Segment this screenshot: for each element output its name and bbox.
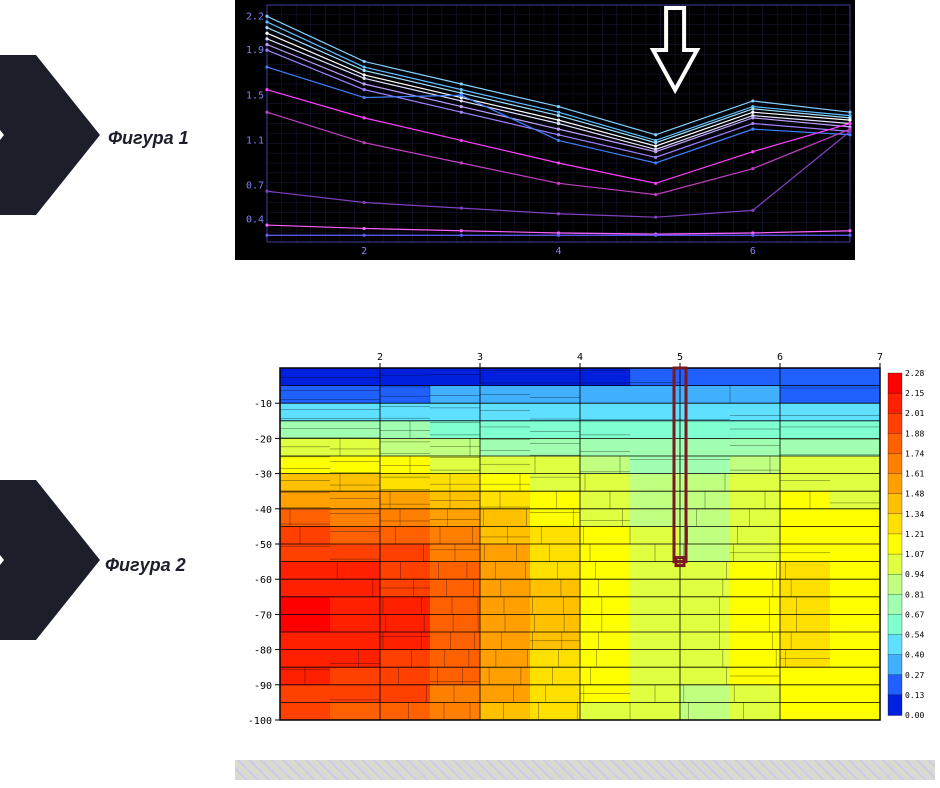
svg-text:0.00: 0.00 [905,711,924,720]
svg-text:0.67: 0.67 [905,610,924,619]
svg-text:1.48: 1.48 [905,490,924,499]
svg-text:0.27: 0.27 [905,671,924,680]
svg-text:-100: -100 [248,716,272,727]
svg-text:-80: -80 [254,646,272,657]
svg-text:1.07: 1.07 [905,550,924,559]
svg-text:0.54: 0.54 [905,631,924,640]
svg-text:-10: -10 [254,399,272,410]
svg-text:6: 6 [777,352,783,363]
chevron-fig1 [0,55,100,215]
noise-strip [235,760,935,780]
svg-text:3: 3 [477,352,483,363]
svg-text:7: 7 [877,352,883,363]
svg-text:2: 2 [377,352,383,363]
svg-text:0.13: 0.13 [905,691,924,700]
svg-text:-60: -60 [254,575,272,586]
chevron-fig2 [0,480,100,640]
svg-text:4: 4 [555,246,561,257]
svg-text:-90: -90 [254,681,272,692]
svg-text:-70: -70 [254,610,272,621]
figure-1-chart: 0.4 0.7 1.1 1.5 1.9 2.2 2 4 6 [235,0,855,260]
svg-text:2.2: 2.2 [246,11,264,22]
svg-text:5: 5 [677,352,683,363]
svg-text:1.21: 1.21 [905,530,924,539]
svg-text:4: 4 [577,352,583,363]
svg-text:0.40: 0.40 [905,651,924,660]
svg-text:2.15: 2.15 [905,389,924,398]
svg-text:1.1: 1.1 [246,135,264,146]
svg-text:1.88: 1.88 [905,429,924,438]
svg-text:0.94: 0.94 [905,570,924,579]
svg-text:1.34: 1.34 [905,510,924,519]
svg-text:2.01: 2.01 [905,409,924,418]
svg-text:1.9: 1.9 [246,45,264,56]
svg-text:-40: -40 [254,505,272,516]
svg-text:-30: -30 [254,470,272,481]
svg-text:-20: -20 [254,434,272,445]
svg-text:-50: -50 [254,540,272,551]
svg-text:2: 2 [361,246,367,257]
figure-2-svg: 2 3 4 5 6 7 -10 -20 -30 -40 -50 -60 -70 -80 -90 -100 2.2… [235,348,940,728]
svg-text:0.81: 0.81 [905,590,924,599]
figure-2-chart: 2 3 4 5 6 7 -10 -20 -30 -40 -50 -60 -70 -80 -90 -100 2.2… [235,348,940,728]
svg-text:2.28: 2.28 [905,369,924,378]
svg-text:1.5: 1.5 [246,90,264,101]
label-fig1: Фигура 1 [108,128,189,149]
svg-text:0.7: 0.7 [246,181,264,192]
figure-1-svg: 0.4 0.7 1.1 1.5 1.9 2.2 2 4 6 [235,0,855,260]
label-fig2: Фигура 2 [105,555,186,576]
svg-text:1.74: 1.74 [905,449,924,458]
svg-text:1.61: 1.61 [905,470,924,479]
svg-text:0.4: 0.4 [246,214,264,225]
svg-text:6: 6 [750,246,756,257]
